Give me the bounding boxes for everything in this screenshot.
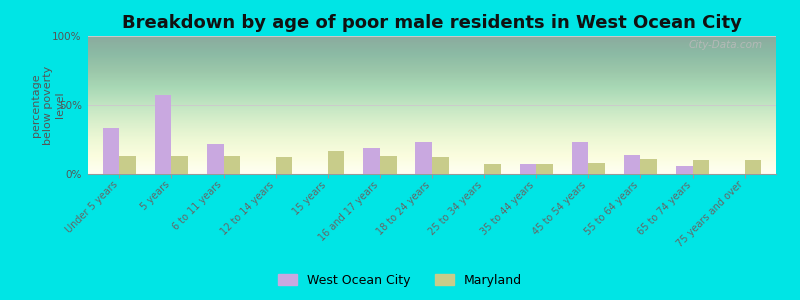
Text: City-Data.com: City-Data.com: [688, 40, 762, 50]
Bar: [693, 160, 710, 174]
Bar: [432, 158, 449, 174]
Bar: [415, 142, 432, 174]
Bar: [519, 164, 536, 174]
Bar: [223, 156, 240, 174]
Bar: [484, 164, 501, 174]
Bar: [380, 156, 397, 174]
Bar: [745, 160, 762, 174]
Bar: [641, 159, 657, 174]
Bar: [154, 95, 171, 174]
Bar: [572, 142, 588, 174]
Legend: West Ocean City, Maryland: West Ocean City, Maryland: [274, 270, 526, 291]
Y-axis label: percentage
below poverty
level: percentage below poverty level: [31, 65, 65, 145]
Bar: [119, 156, 136, 174]
Bar: [102, 128, 119, 174]
Bar: [363, 148, 380, 174]
Title: Breakdown by age of poor male residents in West Ocean City: Breakdown by age of poor male residents …: [122, 14, 742, 32]
Bar: [536, 164, 553, 174]
Bar: [328, 151, 345, 174]
Bar: [276, 158, 292, 174]
Bar: [676, 166, 693, 174]
Bar: [624, 155, 641, 174]
Bar: [588, 163, 605, 174]
Bar: [171, 156, 188, 174]
Bar: [207, 144, 223, 174]
